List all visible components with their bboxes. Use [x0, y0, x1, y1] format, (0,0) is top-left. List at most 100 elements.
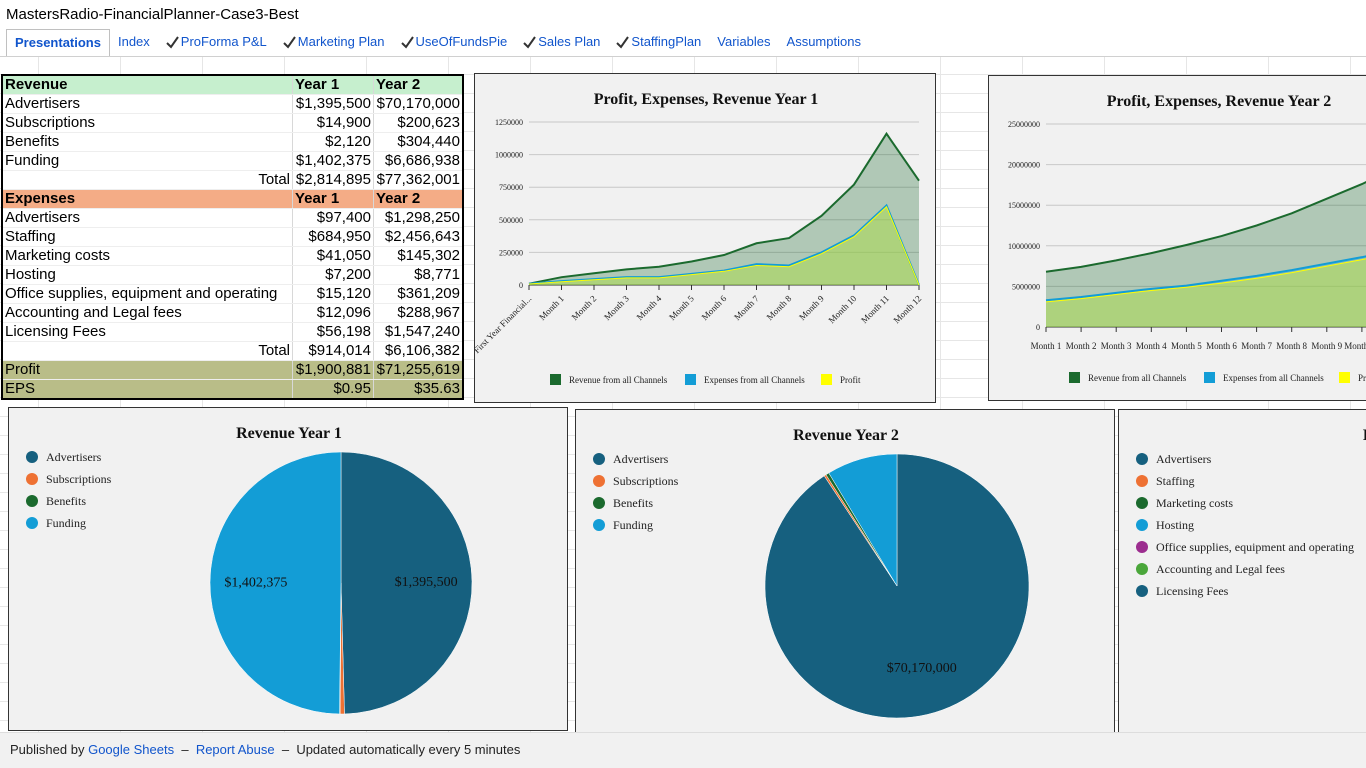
table-cell: $0.95: [292, 379, 374, 400]
footer: Published by Google Sheets – Report Abus…: [0, 732, 1366, 768]
area-fill: [529, 205, 919, 285]
y-tick-label: 25000000: [1008, 120, 1040, 129]
legend-label: Profit: [840, 375, 861, 385]
legend-swatch: [550, 374, 561, 385]
table-row: Revenue Year 1 Year 2: [2, 75, 464, 95]
table-cell: $14,900: [292, 113, 374, 133]
tab[interactable]: Sales Plan: [515, 29, 608, 55]
chart: Revenue Year 1 Advertisers Subscriptions Be…: [26, 425, 473, 715]
table-cell: $41,050: [292, 246, 374, 266]
chart: Profit, Expenses, Revenue Year 2 0 5000000…: [1008, 93, 1366, 383]
x-tick-label-box: Month 4: [1135, 342, 1167, 351]
table-cell: $1,298,250: [373, 208, 464, 228]
tab[interactable]: Index: [110, 29, 158, 55]
table-cell: $7,200: [292, 265, 374, 285]
pie-slice: [340, 451, 473, 715]
legend-label: Advertisers: [1156, 452, 1212, 466]
tab[interactable]: UseOfFundsPie: [393, 29, 516, 55]
table-cell: $914,014: [292, 341, 374, 361]
legend-label: Subscriptions: [613, 474, 679, 488]
pie-slice: [209, 451, 342, 715]
series-line: [528, 203, 920, 286]
table-cell: Total: [2, 341, 293, 361]
footer-text: Published by: [10, 742, 85, 757]
x-tick-label: Month 8: [765, 293, 794, 322]
table-row: Advertisers $97,400 $1,298,250: [2, 208, 464, 228]
y-tick-label: 750000: [499, 183, 523, 192]
data-label: $1,395,500: [395, 575, 458, 590]
chart: Expenses Year 2 Advertisers Staffing Market…: [1136, 427, 1366, 598]
table-row: EPS $0.95 $35.63: [2, 379, 464, 400]
tab[interactable]: Assumptions: [779, 29, 869, 55]
tab[interactable]: Marketing Plan: [275, 29, 393, 55]
x-tick-label: Month 2: [570, 293, 599, 322]
x-tick-label: Month 4: [635, 293, 664, 322]
legend-swatch: [1339, 372, 1350, 383]
y-tick-label: 500000: [499, 216, 523, 225]
x-tick-label: Month 1: [1030, 342, 1062, 351]
area-fill: [529, 206, 919, 285]
table-cell: $6,106,382: [373, 341, 464, 361]
tab-label: Assumptions: [786, 34, 861, 49]
legend-label: Funding: [46, 516, 86, 530]
tab-label: StaffingPlan: [631, 34, 702, 49]
chart-title: Revenue Year 1: [236, 425, 342, 442]
x-tick-label: Month 7: [732, 293, 761, 322]
legend-label: Subscriptions: [46, 472, 112, 486]
table-cell: Year 1: [292, 189, 374, 209]
tab[interactable]: Presentations: [6, 28, 110, 56]
y-tick-label: 250000: [499, 248, 523, 257]
legend-swatch: [821, 374, 832, 385]
legend-swatch: [1204, 372, 1215, 383]
tab-label: UseOfFundsPie: [415, 34, 508, 49]
table-cell: Total: [2, 170, 293, 190]
legend-dot: [1136, 475, 1148, 487]
table-cell: Licensing Fees: [2, 322, 293, 342]
legend-dot: [593, 519, 605, 531]
x-tick-label: Month 5: [1171, 342, 1202, 351]
tab-label: Index: [117, 34, 150, 49]
tab[interactable]: ProForma P&L: [158, 29, 275, 55]
table-cell: Benefits: [2, 132, 293, 152]
x-tick-label: Month 6: [1206, 342, 1237, 351]
chart-title: Profit, Expenses, Revenue Year 1: [594, 91, 819, 108]
x-tick-label-box: Month 7: [1241, 342, 1272, 351]
chart: Revenue Year 2 Advertisers Subscriptions Be…: [593, 427, 1030, 719]
x-tick-label: Month 10: [1344, 342, 1366, 351]
tab[interactable]: StaffingPlan: [608, 29, 709, 55]
check-icon: [400, 35, 414, 49]
tab[interactable]: Variables: [709, 29, 778, 55]
legend-dot: [26, 473, 38, 485]
series-line: [1045, 258, 1366, 303]
table-cell: $145,302: [373, 246, 464, 266]
x-tick-label: Month 4: [1135, 342, 1167, 351]
data-label: $70,170,000: [887, 661, 957, 676]
table-row: Hosting $7,200 $8,771: [2, 265, 464, 285]
legend-dot: [1136, 585, 1148, 597]
table-row: Subscriptions $14,900 $200,623: [2, 113, 464, 133]
series-line: [1045, 180, 1366, 273]
table-cell: $1,547,240: [373, 322, 464, 342]
table-row: Total $914,014 $6,106,382: [2, 341, 464, 361]
report-link[interactable]: Report Abuse: [195, 742, 275, 757]
area-fill: [529, 133, 919, 285]
table-row: Marketing costs $41,050 $145,302: [2, 246, 464, 266]
separator: –: [278, 742, 293, 757]
table-cell: $1,900,881: [292, 360, 374, 380]
table-cell: Year 2: [373, 189, 464, 209]
chart: Profit, Expenses, Revenue Year 1 0 250000 5…: [475, 91, 923, 385]
table-cell: $77,362,001: [373, 170, 464, 190]
series-line: [528, 131, 920, 285]
legend-label: Expenses from all Channels: [1223, 373, 1324, 383]
x-tick-label-box: Month 3: [1101, 342, 1132, 351]
legend-label: Revenue from all Channels: [1088, 373, 1187, 383]
table-cell: $200,623: [373, 113, 464, 133]
x-tick-label-box: Month 10: [1344, 342, 1366, 351]
table-cell: $35.63: [373, 379, 464, 400]
table-cell: Hosting: [2, 265, 293, 285]
table-cell: $71,255,619: [373, 360, 464, 380]
footer-link[interactable]: Google Sheets: [88, 742, 175, 757]
chart-panel: Revenue Year 1 Advertisers Subscriptions Be…: [8, 407, 568, 731]
table-cell: Year 1: [292, 75, 374, 95]
